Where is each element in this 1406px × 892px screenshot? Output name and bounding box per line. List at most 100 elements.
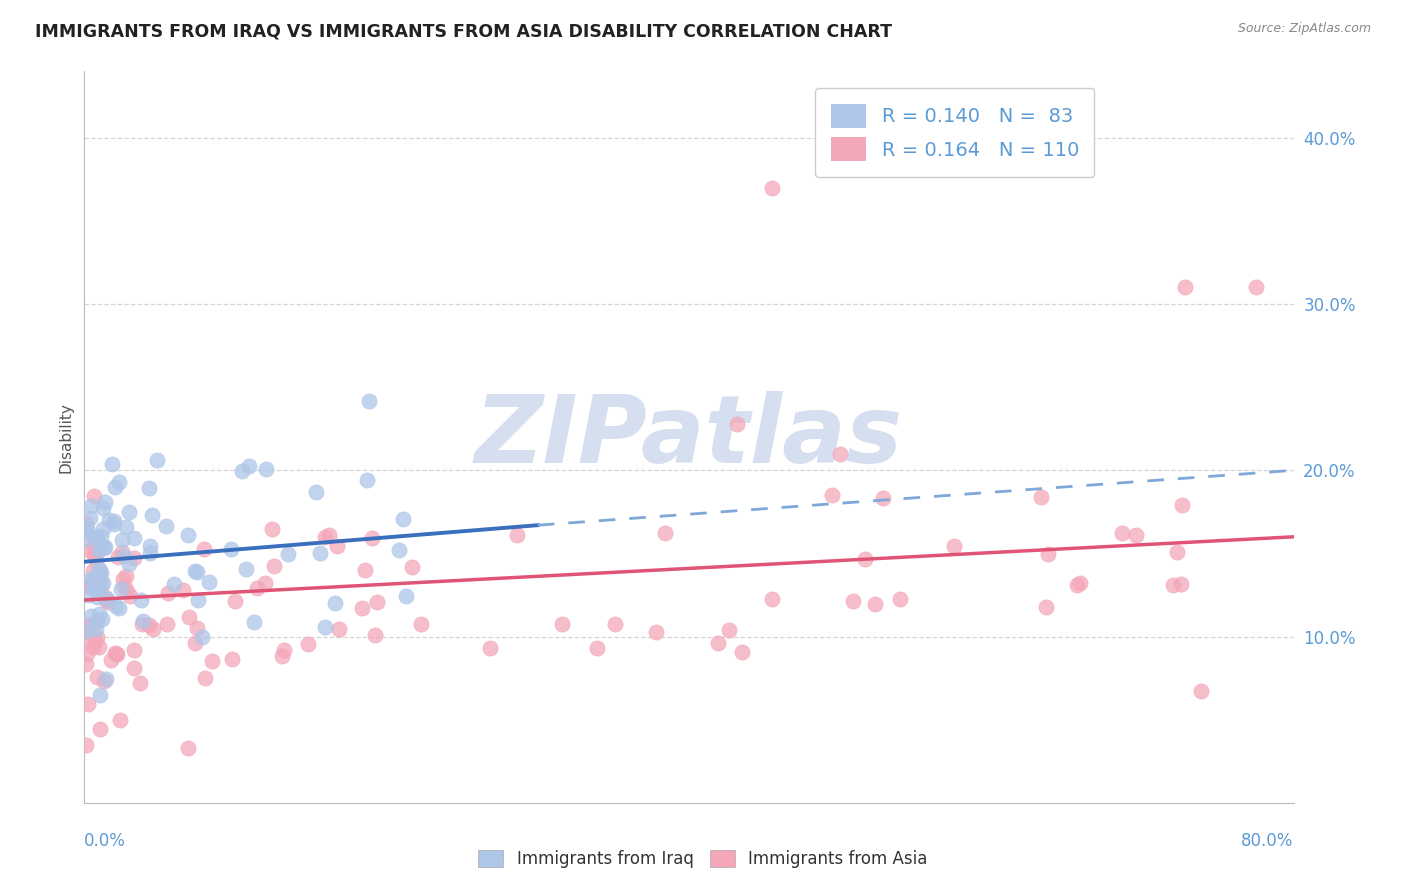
Point xyxy=(357,394,380,409)
Point xyxy=(75,532,97,546)
Point xyxy=(86,670,108,684)
Point xyxy=(186,565,208,579)
Point xyxy=(1171,498,1194,512)
Point xyxy=(107,549,129,564)
Point xyxy=(179,609,201,624)
Point xyxy=(129,675,152,690)
Point xyxy=(100,653,122,667)
Point xyxy=(83,530,105,544)
Point xyxy=(76,632,98,647)
Point xyxy=(132,614,155,628)
Point xyxy=(86,530,108,544)
Point xyxy=(863,597,886,611)
Point xyxy=(91,540,114,554)
Point xyxy=(75,577,97,591)
Point xyxy=(364,628,387,642)
Point xyxy=(156,617,179,632)
Point xyxy=(118,505,141,519)
Point xyxy=(409,616,432,631)
Point xyxy=(89,582,111,596)
Point xyxy=(122,661,145,675)
Point xyxy=(93,541,115,555)
Point xyxy=(942,539,965,553)
Point xyxy=(89,574,111,588)
Point xyxy=(271,648,294,663)
Point xyxy=(184,564,207,578)
Point xyxy=(108,475,131,490)
Point xyxy=(83,580,105,594)
Point xyxy=(273,643,295,657)
Point xyxy=(84,633,107,648)
Point xyxy=(83,541,105,556)
Point xyxy=(193,542,215,557)
Point xyxy=(1170,577,1192,591)
Point xyxy=(82,640,104,655)
Point xyxy=(79,572,101,586)
Point xyxy=(75,624,97,638)
Point xyxy=(94,540,117,554)
Point xyxy=(263,558,285,573)
Point xyxy=(89,722,111,736)
Point xyxy=(391,512,413,526)
Point xyxy=(129,593,152,607)
Point xyxy=(108,713,131,727)
Point xyxy=(717,624,740,638)
Point xyxy=(87,542,110,557)
Point xyxy=(80,609,103,624)
Point xyxy=(645,624,668,639)
Point xyxy=(246,582,269,596)
Point xyxy=(111,545,134,559)
Point xyxy=(122,532,145,546)
Point xyxy=(761,180,783,194)
Point xyxy=(186,621,208,635)
Point xyxy=(122,551,145,566)
Point xyxy=(1244,280,1267,294)
Point xyxy=(110,582,132,596)
Point xyxy=(191,631,214,645)
Point xyxy=(305,484,328,499)
Point xyxy=(80,499,103,513)
Point xyxy=(84,553,107,567)
Point xyxy=(142,623,165,637)
Point xyxy=(86,530,108,544)
Point xyxy=(224,594,246,608)
Point xyxy=(79,511,101,525)
Point xyxy=(141,508,163,522)
Point xyxy=(75,618,97,632)
Text: 0.0%: 0.0% xyxy=(84,832,127,850)
Point xyxy=(551,616,574,631)
Point xyxy=(603,616,626,631)
Point xyxy=(96,591,118,606)
Point xyxy=(86,591,108,605)
Point xyxy=(103,515,125,529)
Point xyxy=(479,641,502,656)
Point xyxy=(395,589,418,603)
Point xyxy=(314,620,336,634)
Point xyxy=(118,557,141,571)
Point xyxy=(1189,683,1212,698)
Point xyxy=(115,584,138,599)
Point xyxy=(79,543,101,558)
Point xyxy=(131,616,153,631)
Point xyxy=(231,464,253,478)
Point xyxy=(361,531,384,545)
Point xyxy=(94,593,117,607)
Point xyxy=(235,562,257,576)
Point xyxy=(105,599,128,613)
Point xyxy=(89,562,111,576)
Point xyxy=(75,621,97,635)
Point xyxy=(76,521,98,535)
Point xyxy=(138,546,160,560)
Point xyxy=(761,592,783,607)
Point xyxy=(156,586,179,600)
Point xyxy=(82,564,104,578)
Point xyxy=(118,590,141,604)
Point xyxy=(104,647,127,661)
Point xyxy=(186,592,208,607)
Point xyxy=(139,539,162,553)
Point xyxy=(90,579,112,593)
Point xyxy=(76,697,98,711)
Y-axis label: Disability: Disability xyxy=(58,401,73,473)
Point xyxy=(138,617,160,632)
Point xyxy=(112,579,135,593)
